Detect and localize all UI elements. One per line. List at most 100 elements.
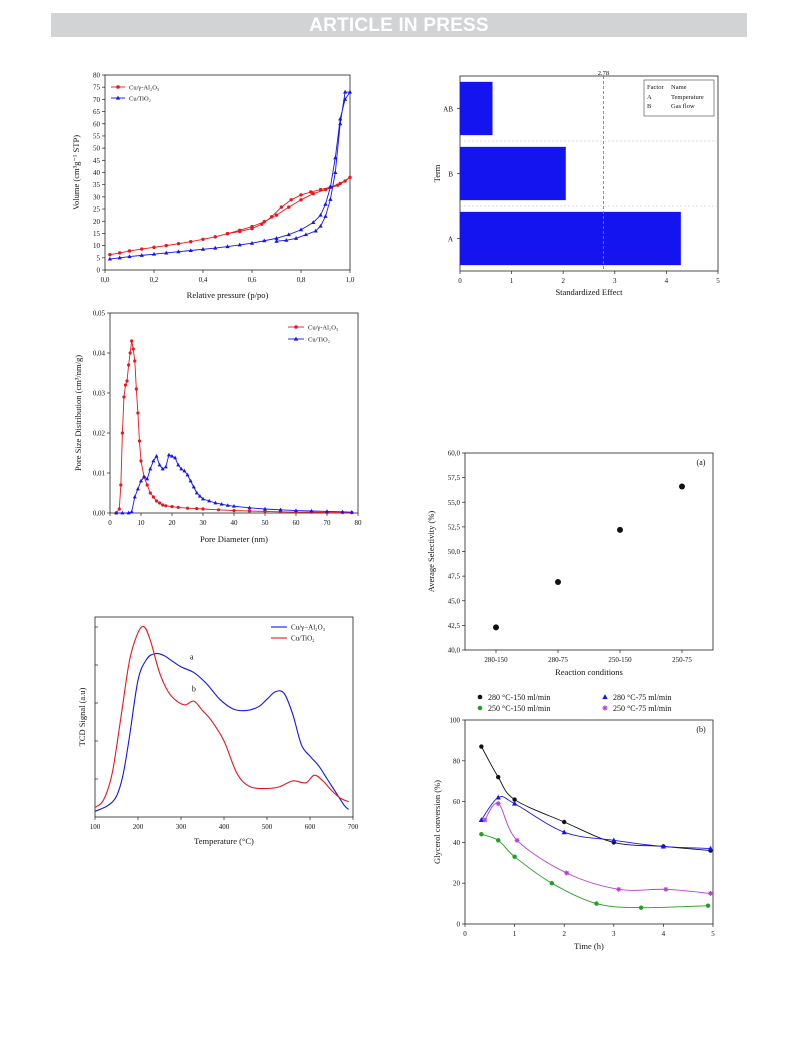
data-point [117, 255, 122, 260]
data-point [123, 383, 128, 387]
data-point [131, 347, 135, 351]
data-point [512, 800, 518, 806]
x-tick-label: 2 [562, 930, 566, 938]
x-tick-label: 600 [305, 823, 316, 831]
chart-average-selectivity: 40,0 42,5 45,0 47,5 50,0 52,5 55,0 57,5 60,0 280-… [426, 450, 714, 677]
data-point [496, 774, 501, 780]
x-tick-label: 250-75 [672, 656, 692, 664]
data-point [179, 466, 184, 471]
y-axis-label: Volume (cm³g⁻¹ STP) [71, 135, 81, 210]
data-point [127, 254, 132, 259]
factor-name: Temperature [671, 94, 704, 101]
legend-label: 250 °C-150 ml/min [488, 704, 550, 713]
data-point [145, 476, 150, 481]
data-point [512, 854, 517, 859]
x-tick-label: 40 [231, 519, 239, 527]
series-curve-0 [94, 652, 350, 812]
legend-label: Cu/TiO₂ [291, 635, 315, 643]
y-axis-label: Pore Size Distribution (cm³/nm/g) [73, 355, 83, 471]
plot-frame [464, 452, 714, 651]
data-point [135, 486, 140, 491]
factor-name: Gas flow [671, 103, 695, 110]
legend-marker [477, 705, 483, 711]
data-point [237, 242, 242, 247]
data-point [188, 248, 193, 252]
chart-glycerol-conversion: 0 1 2 3 4 5 0 20 40 60 80 100 Time (h) Glycerol conve… [432, 693, 715, 951]
y-tick-label: 45 [93, 157, 101, 165]
y-tick-label: 5 [97, 254, 101, 262]
data-point [274, 238, 279, 243]
data-point [128, 351, 132, 355]
y-axis-label: Glycerol conversion (%) [432, 780, 442, 864]
data-point [338, 116, 343, 121]
data-point [145, 483, 149, 487]
data-point [278, 507, 283, 512]
factor-header: Factor [647, 84, 664, 91]
data-point [262, 238, 267, 243]
data-point [139, 253, 144, 257]
data-point [286, 232, 291, 237]
y-tick-label: 0 [457, 921, 461, 929]
data-point [164, 243, 168, 248]
data-point [134, 387, 138, 391]
data-point [663, 886, 669, 892]
data-point [127, 249, 132, 253]
chart-tpr-profile: 100 200 300 400 500 600 700 Temperature (°C) TCD… [77, 616, 359, 846]
y-axis-label: Term [432, 164, 442, 182]
data-point [348, 175, 352, 180]
legend-marker [116, 85, 120, 89]
x-tick-label: 400 [219, 823, 230, 831]
data-point [287, 205, 291, 209]
y-tick-label: 57,5 [448, 474, 461, 482]
data-point-2 [617, 526, 623, 533]
annotation-a: a [190, 652, 194, 661]
data-point [311, 192, 315, 196]
legend-label: Cu/TiO₂ [129, 96, 151, 103]
y-tick-label: 0,00 [93, 510, 106, 518]
series-0 [108, 175, 352, 257]
legend-label: 280 °C-75 ml/min [613, 693, 671, 702]
data-point [325, 509, 329, 513]
panel-label: (a) [697, 458, 706, 467]
x-tick-label: 5 [716, 277, 720, 285]
series-2 [479, 832, 711, 910]
data-point [274, 213, 279, 217]
data-point [142, 474, 147, 479]
data-point [262, 220, 266, 224]
x-tick-label: 280-150 [484, 656, 508, 664]
y-tick-label: 47,5 [448, 573, 461, 581]
data-point [200, 246, 206, 251]
data-point [132, 494, 137, 499]
x-tick-label: 200 [133, 823, 144, 831]
x-tick-label: 60 [293, 519, 301, 527]
data-point [148, 491, 152, 495]
data-point [260, 222, 264, 226]
y-tick-label: 0,03 [93, 390, 106, 398]
y-tick-label: 50 [93, 145, 101, 153]
data-point [213, 500, 218, 505]
data-point [176, 505, 180, 509]
data-point [328, 184, 333, 189]
y-tick-label: 0,04 [93, 350, 106, 358]
x-tick-label: 5 [711, 930, 715, 938]
data-point [347, 89, 353, 94]
chart-pore-size-distribution: 0 10 20 30 40 50 60 70 80 0,00 0,01 0,02 0,03 0,04 0,0… [73, 310, 362, 545]
data-point [195, 507, 199, 511]
legend-label: 280 °C-150 ml/min [488, 693, 550, 702]
data-point [119, 483, 123, 487]
data-point [309, 508, 314, 513]
series-1 [478, 794, 714, 851]
data-point [139, 478, 143, 483]
data-point [238, 229, 242, 234]
legend-marker [602, 694, 608, 700]
data-point [333, 170, 338, 174]
data-point [185, 472, 190, 477]
data-point [323, 201, 328, 206]
data-point [122, 395, 126, 399]
data-point [303, 232, 308, 237]
plot-frame [464, 719, 714, 925]
data-point [108, 252, 112, 257]
y-axis-label: TCD Signal (a.u) [77, 687, 87, 746]
data-point [660, 843, 666, 849]
data-point [289, 198, 293, 202]
